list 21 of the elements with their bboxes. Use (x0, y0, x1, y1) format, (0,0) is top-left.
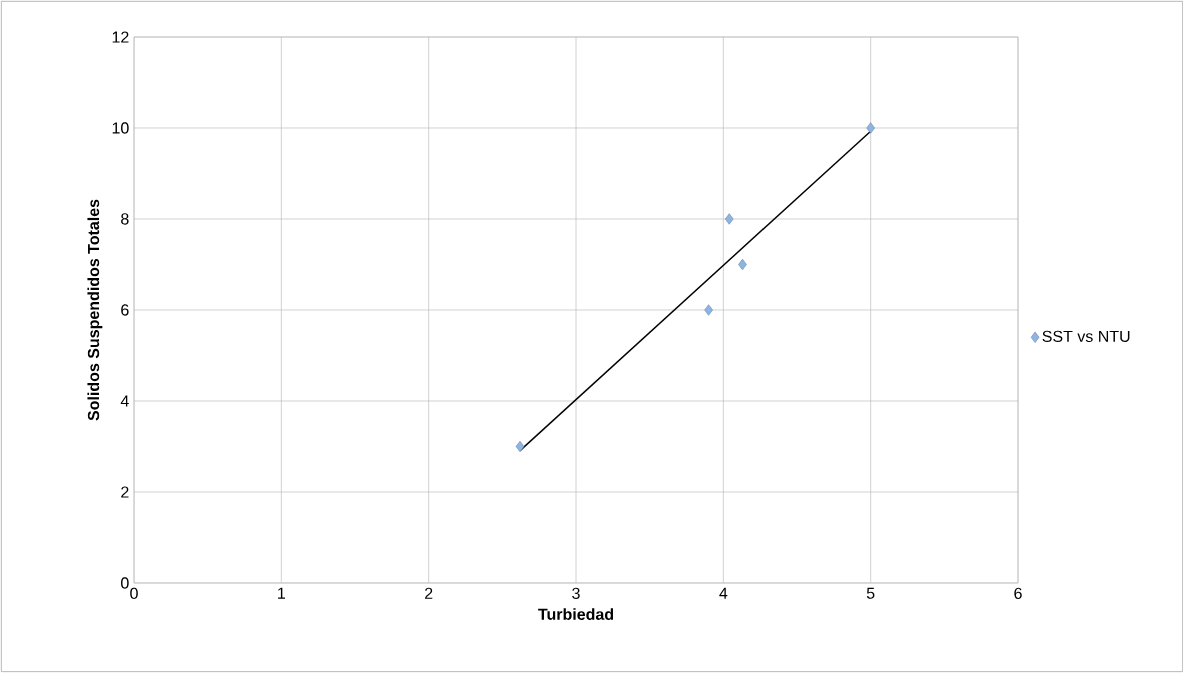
x-tick-label: 1 (278, 587, 286, 599)
x-tick-label: 3 (572, 587, 580, 600)
y-tick-label: 6 (121, 304, 129, 316)
y-tick-label: 12 (112, 31, 129, 43)
y-axis-title: Solidos Suspendidos Totales (87, 199, 103, 421)
x-tick-label: 5 (866, 587, 875, 599)
y-tick-label: 0 (121, 577, 129, 589)
x-axis-title: Turbiedad (538, 608, 614, 620)
y-tick-label: 8 (121, 213, 129, 225)
x-tick-label: 4 (719, 587, 728, 599)
point (866, 122, 875, 134)
y-tick-label: 10 (112, 122, 129, 134)
x-tick-label: 0 (130, 587, 138, 600)
x-tick-label: 2 (425, 587, 433, 599)
point (704, 304, 713, 316)
legend-label: SST vs NTU (1042, 330, 1130, 343)
y-tick-label: 2 (121, 486, 129, 498)
point (515, 440, 525, 453)
y-tick-label: 4 (120, 395, 129, 407)
x-tick-label: 6 (1014, 587, 1022, 600)
point (724, 213, 734, 225)
